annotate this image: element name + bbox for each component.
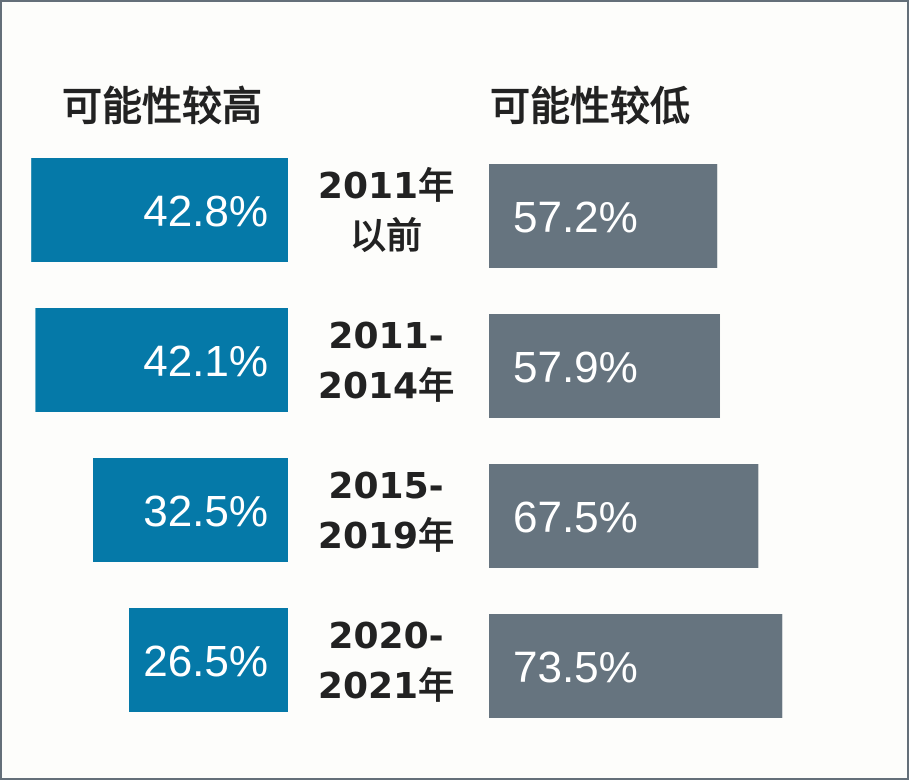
bar-low-3: [489, 614, 783, 718]
right-header: 可能性较低: [490, 84, 690, 130]
category-line2-3: 2021年: [318, 666, 454, 707]
label-high-0: 42.8%: [143, 187, 268, 236]
category-line2-0: 以前: [350, 216, 422, 257]
bar-high-2: [93, 458, 288, 562]
label-high-3: 26.5%: [143, 637, 268, 686]
left-header: 可能性较高: [62, 84, 262, 130]
label-low-2: 67.5%: [513, 493, 638, 542]
category-line1-2: 2015-: [328, 466, 443, 507]
label-low-3: 73.5%: [513, 643, 638, 692]
category-line2-2: 2019年: [318, 516, 454, 557]
label-high-1: 42.1%: [143, 337, 268, 386]
category-line1-1: 2011-: [328, 316, 443, 357]
label-low-0: 57.2%: [513, 193, 638, 242]
label-low-1: 57.9%: [513, 343, 638, 392]
label-high-2: 32.5%: [143, 487, 268, 536]
category-line2-1: 2014年: [318, 366, 454, 407]
bar-low-0: [489, 164, 718, 268]
category-line1-3: 2020-: [328, 616, 443, 657]
bar-low-2: [489, 464, 759, 568]
bar-low-1: [489, 314, 721, 418]
bar-high-1: [35, 308, 289, 412]
category-line1-0: 2011年: [318, 166, 454, 207]
bar-high-0: [31, 158, 288, 262]
bar-high-3: [129, 608, 288, 712]
